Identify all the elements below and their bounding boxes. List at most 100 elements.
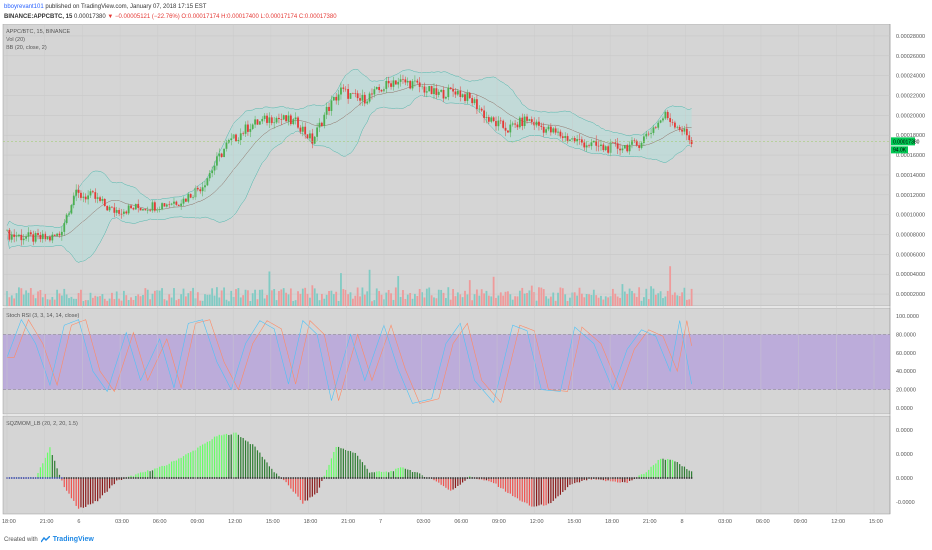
volume-bar: [614, 293, 617, 306]
momentum-bar: [562, 478, 564, 493]
time-tick-label: 7: [379, 519, 382, 525]
candle-body: [163, 203, 166, 207]
candle-body: [211, 170, 214, 174]
volume-bar: [261, 289, 264, 306]
squeeze-dot: [56, 477, 58, 479]
momentum-bar: [688, 470, 690, 478]
chart-canvas[interactable]: APPC/BTC, 15, BINANCE Vol (20) BB (20, clo…: [0, 24, 932, 529]
candle-body: [516, 124, 519, 128]
volume-bar: [309, 297, 311, 306]
volume-bar: [373, 300, 376, 306]
candle-body: [185, 198, 187, 202]
volume-bar: [662, 298, 664, 306]
candle-body: [13, 234, 16, 237]
candle-body: [602, 144, 605, 151]
momentum-bar: [648, 469, 650, 478]
candle-body: [411, 81, 414, 89]
volume-bar: [125, 295, 128, 306]
momentum-bar: [120, 478, 123, 480]
volume-bar: [230, 290, 233, 306]
candle-body: [478, 108, 481, 110]
volume-bar: [225, 299, 228, 306]
squeeze-dot: [430, 477, 433, 479]
squeeze-dot: [239, 477, 242, 479]
candle-body: [220, 153, 223, 158]
squeeze-dot: [325, 477, 328, 479]
candle-body: [91, 191, 94, 193]
price-tick-label: 0.00020000: [896, 113, 925, 119]
candle-body: [492, 117, 495, 122]
volume-bar: [216, 287, 218, 306]
squeeze-dot: [175, 477, 178, 479]
candle-body: [499, 120, 502, 122]
momentum-bar: [657, 459, 659, 478]
momentum-bar: [321, 478, 323, 482]
candle-body: [254, 119, 256, 125]
candle-body: [483, 110, 485, 118]
candle-body: [261, 118, 264, 122]
squeeze-dot: [122, 477, 125, 479]
squeeze-dot: [80, 477, 82, 479]
last-price-label: 0.00017380: [893, 139, 920, 145]
volume-bar: [399, 296, 402, 306]
momentum-bar: [454, 478, 457, 489]
momentum-bar: [149, 471, 151, 478]
squeeze-dot: [490, 477, 493, 479]
candle-body: [371, 93, 373, 95]
squeeze-dot: [559, 477, 562, 479]
candle-body: [564, 136, 567, 138]
author-link[interactable]: bboyrevant101: [4, 4, 44, 10]
momentum-bar: [180, 457, 182, 478]
volume-bar: [94, 295, 97, 306]
volume-bar: [380, 294, 383, 306]
candle-body: [323, 114, 326, 126]
volume-bar: [340, 273, 342, 306]
candle-body: [130, 205, 132, 209]
momentum-bar: [564, 478, 566, 491]
candle-body: [616, 143, 619, 149]
pane-bg: [2, 24, 891, 307]
squeeze-dot: [390, 477, 392, 479]
squeeze-dot: [590, 477, 593, 479]
candle-body: [690, 140, 693, 145]
momentum-bar: [395, 468, 397, 478]
momentum-bar: [268, 466, 270, 478]
candle-body: [251, 124, 254, 129]
candle-body: [10, 234, 13, 240]
momentum-bar: [306, 478, 309, 501]
squeeze-dot: [659, 477, 662, 479]
volume-bar: [509, 294, 512, 306]
volume-bar: [80, 289, 82, 306]
sqz-tick-label: 0.0000: [896, 452, 913, 458]
candle-body: [103, 198, 106, 206]
candle-body: [256, 119, 259, 125]
candle-body: [430, 86, 433, 95]
candle-body: [266, 115, 268, 123]
momentum-bar: [578, 478, 581, 483]
candle-body: [473, 99, 476, 104]
momentum-bar: [161, 465, 163, 478]
candle-body: [497, 120, 500, 127]
squeeze-dot: [456, 477, 459, 479]
candle-body: [58, 233, 61, 236]
squeeze-dot: [678, 477, 681, 479]
momentum-bar: [509, 478, 511, 494]
momentum-bar: [388, 472, 390, 478]
volume-bar: [328, 290, 330, 306]
candle-body: [600, 144, 602, 146]
volume-bar: [251, 293, 254, 306]
volume-bar: [635, 296, 638, 306]
candle-body: [278, 117, 280, 120]
candle-body: [342, 87, 345, 89]
squeeze-dot: [216, 477, 218, 479]
tradingview-brand[interactable]: TradingView: [52, 536, 94, 543]
candle-body: [504, 127, 507, 131]
volume-bar: [106, 300, 109, 306]
momentum-bar: [51, 455, 53, 478]
squeeze-dot: [72, 477, 75, 479]
candle-body: [115, 210, 118, 213]
momentum-bar: [404, 468, 406, 478]
volume-bar: [354, 295, 357, 306]
volume-bar: [669, 266, 672, 306]
candle-body: [196, 187, 199, 190]
